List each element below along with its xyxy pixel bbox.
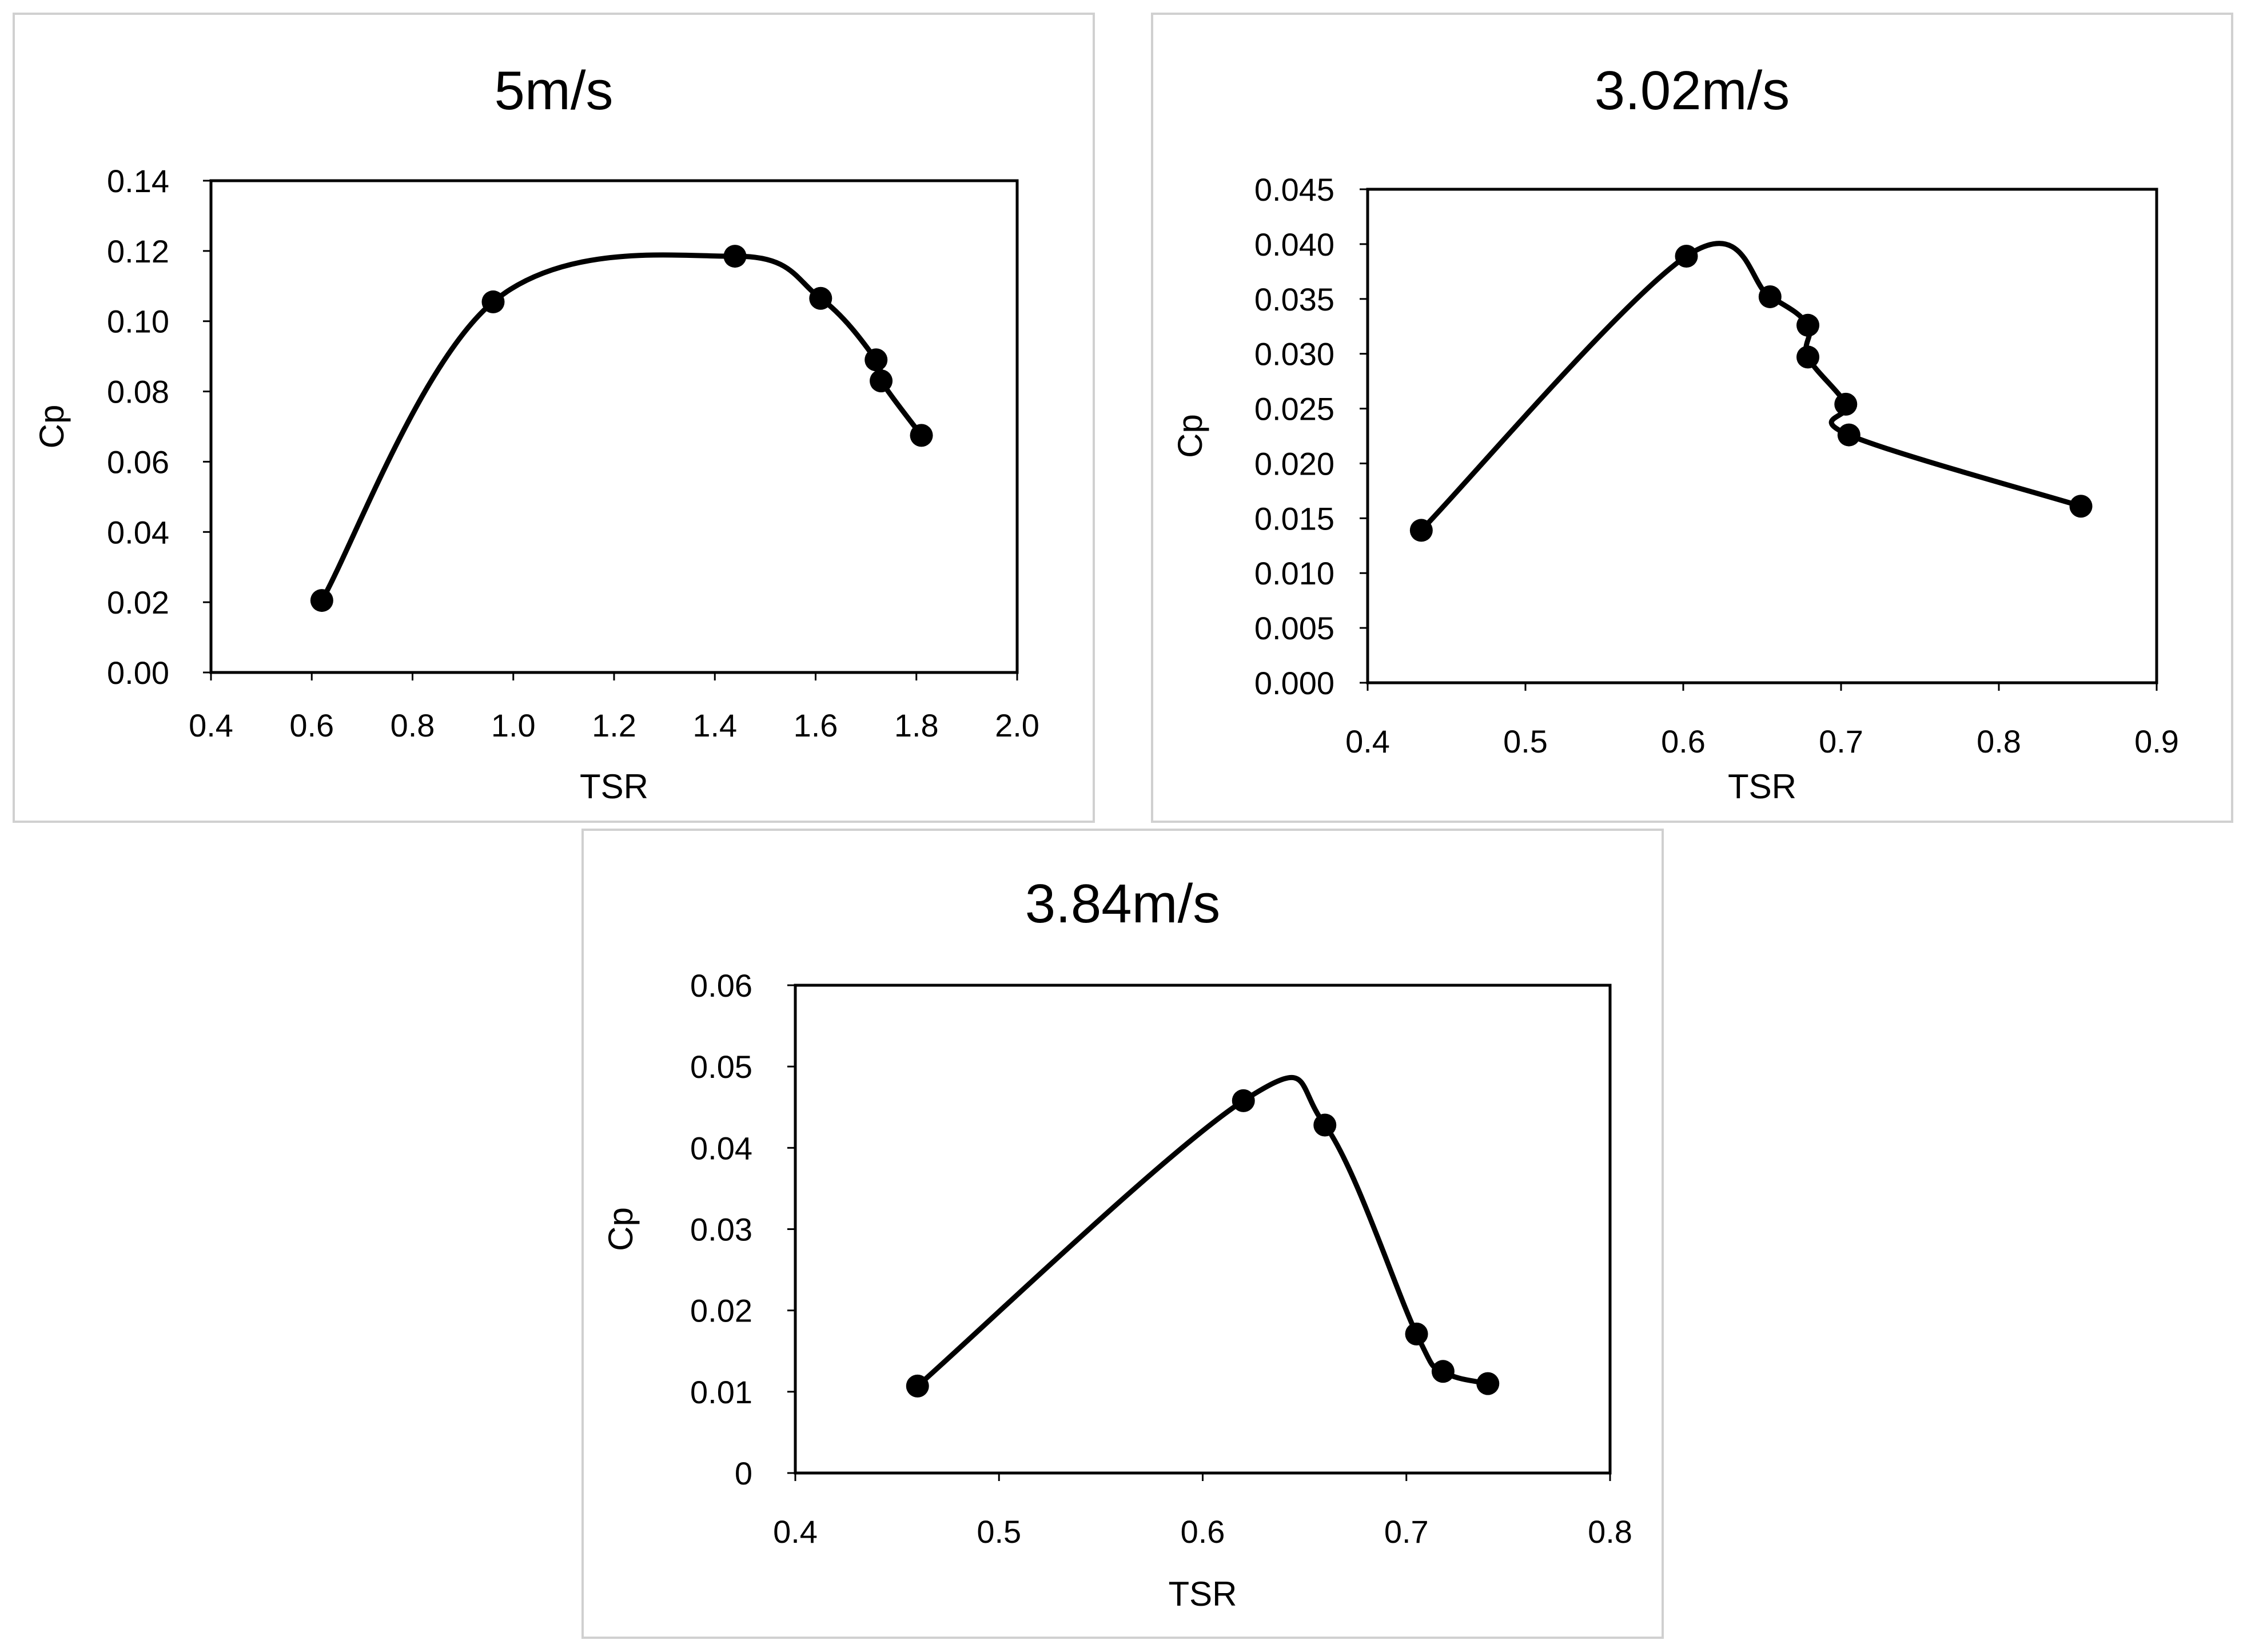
y-tick-label: 0.08 bbox=[107, 374, 169, 410]
x-tick-label: 0.5 bbox=[977, 1514, 1021, 1550]
y-tick-label: 0.10 bbox=[107, 304, 169, 340]
x-tick-label: 0.8 bbox=[391, 707, 435, 743]
y-tick-label: 0.045 bbox=[1254, 172, 1334, 208]
data-point bbox=[1758, 285, 1782, 308]
data-point bbox=[1431, 1360, 1455, 1383]
x-tick-label: 0.7 bbox=[1384, 1514, 1429, 1550]
y-tick-label: 0.02 bbox=[690, 1293, 752, 1329]
x-tick-label: 1.8 bbox=[894, 707, 939, 743]
y-tick-label: 0.04 bbox=[690, 1130, 752, 1166]
y-tick-label: 0.020 bbox=[1254, 445, 1334, 481]
x-tick-label: 1.6 bbox=[794, 707, 838, 743]
x-tick-label: 2.0 bbox=[995, 707, 1039, 743]
y-tick-label: 0.03 bbox=[690, 1212, 752, 1248]
y-tick-label: 0.06 bbox=[107, 444, 169, 480]
chart-302ms: 3.02m/s 0.000 0.005 0.010 0.015 0.020 0.025 0.0… bbox=[1171, 60, 2179, 806]
data-point bbox=[809, 286, 832, 310]
y-axis-title: Cp bbox=[33, 405, 71, 449]
y-tick-label: 0.00 bbox=[107, 655, 169, 691]
data-point bbox=[1476, 1372, 1500, 1395]
x-tick-label: 1.2 bbox=[592, 707, 636, 743]
y-tick-label: 0 bbox=[735, 1455, 752, 1491]
y-tick-label: 0.02 bbox=[107, 584, 169, 620]
x-axis-title: TSR bbox=[1728, 767, 1796, 806]
y-tick-label: 0.040 bbox=[1254, 226, 1334, 262]
x-tick-label: 0.8 bbox=[1977, 723, 2021, 759]
x-tick-label: 0.6 bbox=[289, 707, 334, 743]
series-line bbox=[1419, 241, 2083, 533]
x-tick-label: 0.6 bbox=[1661, 723, 1706, 759]
data-point bbox=[310, 589, 333, 612]
data-point bbox=[906, 1374, 929, 1398]
x-tick-label: 0.8 bbox=[1588, 1514, 1632, 1550]
x-tick-label: 0.9 bbox=[2134, 723, 2179, 759]
data-point bbox=[870, 369, 893, 393]
x-tick-label: 0.6 bbox=[1181, 1514, 1225, 1550]
y-axis-title: Cp bbox=[1171, 414, 1209, 458]
chart-5ms: 5m/s 0.00 0.02 0.04 0.06 0.08 0.10 0.12 0.14 0.4 0… bbox=[33, 60, 1039, 806]
chart-title: 3.84m/s bbox=[1025, 873, 1220, 934]
y-tick-label: 0.005 bbox=[1254, 610, 1334, 646]
data-point bbox=[2069, 495, 2093, 518]
y-axis-title: Cp bbox=[601, 1207, 640, 1251]
data-point bbox=[1796, 345, 1820, 369]
y-tick-label: 0.01 bbox=[690, 1374, 752, 1410]
x-tick-label: 0.5 bbox=[1503, 723, 1548, 759]
data-point bbox=[1796, 313, 1820, 337]
data-point bbox=[1837, 423, 1860, 447]
chart-title: 3.02m/s bbox=[1595, 60, 1790, 121]
data-point bbox=[1313, 1113, 1337, 1137]
data-point bbox=[1405, 1322, 1428, 1346]
chart-panel-302ms: 3.02m/s 0.000 0.005 0.010 0.015 0.020 0.025 0.0… bbox=[1151, 13, 2233, 823]
x-tick-label: 0.4 bbox=[773, 1514, 818, 1550]
chart-384ms: 3.84m/s 0 0.01 0.02 0.03 0.04 0.05 0.06 0.4 0.5 0.… bbox=[601, 873, 1632, 1613]
data-point bbox=[1409, 519, 1433, 542]
y-tick-label: 0.010 bbox=[1254, 555, 1334, 591]
x-tick-label: 0.4 bbox=[1345, 723, 1390, 759]
y-tick-label: 0.025 bbox=[1254, 391, 1334, 427]
y-tick-label: 0.035 bbox=[1254, 281, 1334, 317]
x-axis-title: TSR bbox=[1169, 1575, 1237, 1613]
chart-title: 5m/s bbox=[494, 60, 613, 121]
chart-panel-384ms: 3.84m/s 0 0.01 0.02 0.03 0.04 0.05 0.06 0.4 0.5 0.… bbox=[581, 829, 1664, 1639]
data-point bbox=[481, 290, 505, 313]
data-point bbox=[1834, 392, 1858, 416]
x-tick-label: 1.4 bbox=[692, 707, 737, 743]
plot-area-border bbox=[794, 984, 1612, 1475]
x-tick-label: 0.4 bbox=[189, 707, 233, 743]
data-point bbox=[1232, 1089, 1255, 1112]
y-tick-label: 0.015 bbox=[1254, 500, 1334, 536]
y-tick-label: 0.12 bbox=[107, 233, 169, 269]
y-tick-label: 0.05 bbox=[690, 1049, 752, 1085]
x-axis-title: TSR bbox=[580, 767, 648, 806]
data-point bbox=[1675, 244, 1698, 268]
y-tick-label: 0.030 bbox=[1254, 336, 1334, 372]
y-tick-label: 0.06 bbox=[690, 968, 752, 1004]
data-point bbox=[910, 424, 933, 447]
x-tick-label: 1.0 bbox=[491, 707, 536, 743]
series-line bbox=[915, 1075, 1491, 1389]
data-point bbox=[864, 348, 888, 372]
plot-area-border bbox=[1366, 188, 2158, 684]
data-point bbox=[723, 245, 747, 268]
series-line bbox=[319, 252, 925, 603]
x-tick-label: 0.7 bbox=[1819, 723, 1863, 759]
y-tick-label: 0.04 bbox=[107, 514, 169, 550]
y-tick-label: 0.000 bbox=[1254, 665, 1334, 701]
y-tick-label: 0.14 bbox=[107, 163, 169, 199]
chart-panel-5ms: 5m/s 0.00 0.02 0.04 0.06 0.08 0.10 0.12 0.14 0.4 0… bbox=[13, 13, 1095, 823]
